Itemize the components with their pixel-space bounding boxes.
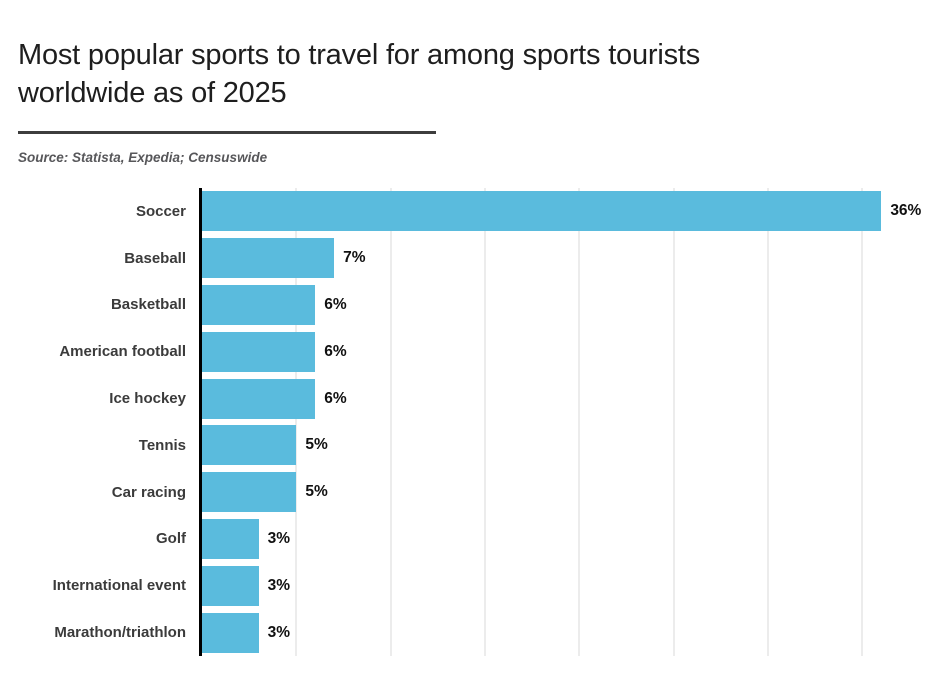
bar-row: 5% [202, 469, 950, 516]
bar-row: 6% [202, 328, 950, 375]
bar-row: 36% [202, 188, 950, 235]
chart-title-line-1: Most popular sports to travel for among … [18, 39, 701, 71]
bar-value-label: 5% [305, 483, 328, 501]
bar-row: 5% [202, 422, 950, 469]
chart-title-line-2: worldwide as of 2025 [18, 77, 287, 109]
category-label: Tennis [138, 436, 186, 454]
gridline-20pct [578, 188, 581, 656]
bar [202, 238, 335, 279]
category-label: Ice hockey [109, 390, 186, 408]
bar [202, 425, 297, 466]
chart-title: Most popular sports to travel for among … [18, 36, 700, 112]
category-label: International event [52, 577, 186, 595]
bar [202, 518, 259, 559]
bar [202, 472, 297, 513]
source-note: Source: Statista, Expedia; Censuswide [18, 150, 268, 165]
bar-row: 6% [202, 375, 950, 422]
category-label: Basketball [110, 296, 186, 314]
category-label: Marathon/triathlon [54, 624, 186, 642]
category-labels-column: Soccer Baseball Basketball American footbal… [0, 188, 186, 656]
bar-value-label: 36% [890, 202, 922, 220]
category-label: Baseball [124, 249, 186, 267]
category-label: Car racing [111, 483, 186, 501]
bar-value-label: 3% [267, 576, 291, 594]
bar [202, 378, 316, 419]
bar [202, 331, 316, 372]
bar-row: 3% [202, 516, 950, 563]
gridline-25pct [672, 188, 675, 656]
bar [202, 565, 259, 606]
gridline-30pct [767, 188, 770, 656]
bar-value-label: 6% [324, 342, 347, 360]
bar-value-label: 3% [267, 529, 291, 547]
bar-value-label: 6% [324, 295, 347, 313]
category-label: American football [59, 343, 186, 361]
gridline-5pct [295, 188, 298, 656]
bar-row: 3% [202, 562, 950, 609]
bar [202, 191, 882, 232]
bar [202, 284, 316, 325]
category-label: Golf [156, 530, 186, 548]
bar-value-label: 3% [267, 623, 291, 641]
bar-value-label: 5% [305, 436, 328, 454]
gridline-35pct [861, 188, 864, 656]
plot-area: 36% 7% 6% 6% 6% 5% 5% 3% 3% 3% [199, 188, 950, 656]
bar-row: 6% [202, 282, 950, 329]
gridline-10pct [389, 188, 392, 656]
bar-row: 7% [202, 235, 950, 282]
gridline-15pct [484, 188, 487, 656]
bar [202, 612, 259, 653]
category-label: Soccer [135, 202, 186, 220]
bar-value-label: 6% [324, 389, 347, 407]
bar-value-label: 7% [343, 249, 366, 267]
title-underline [18, 131, 436, 134]
bar-row: 3% [202, 609, 950, 656]
